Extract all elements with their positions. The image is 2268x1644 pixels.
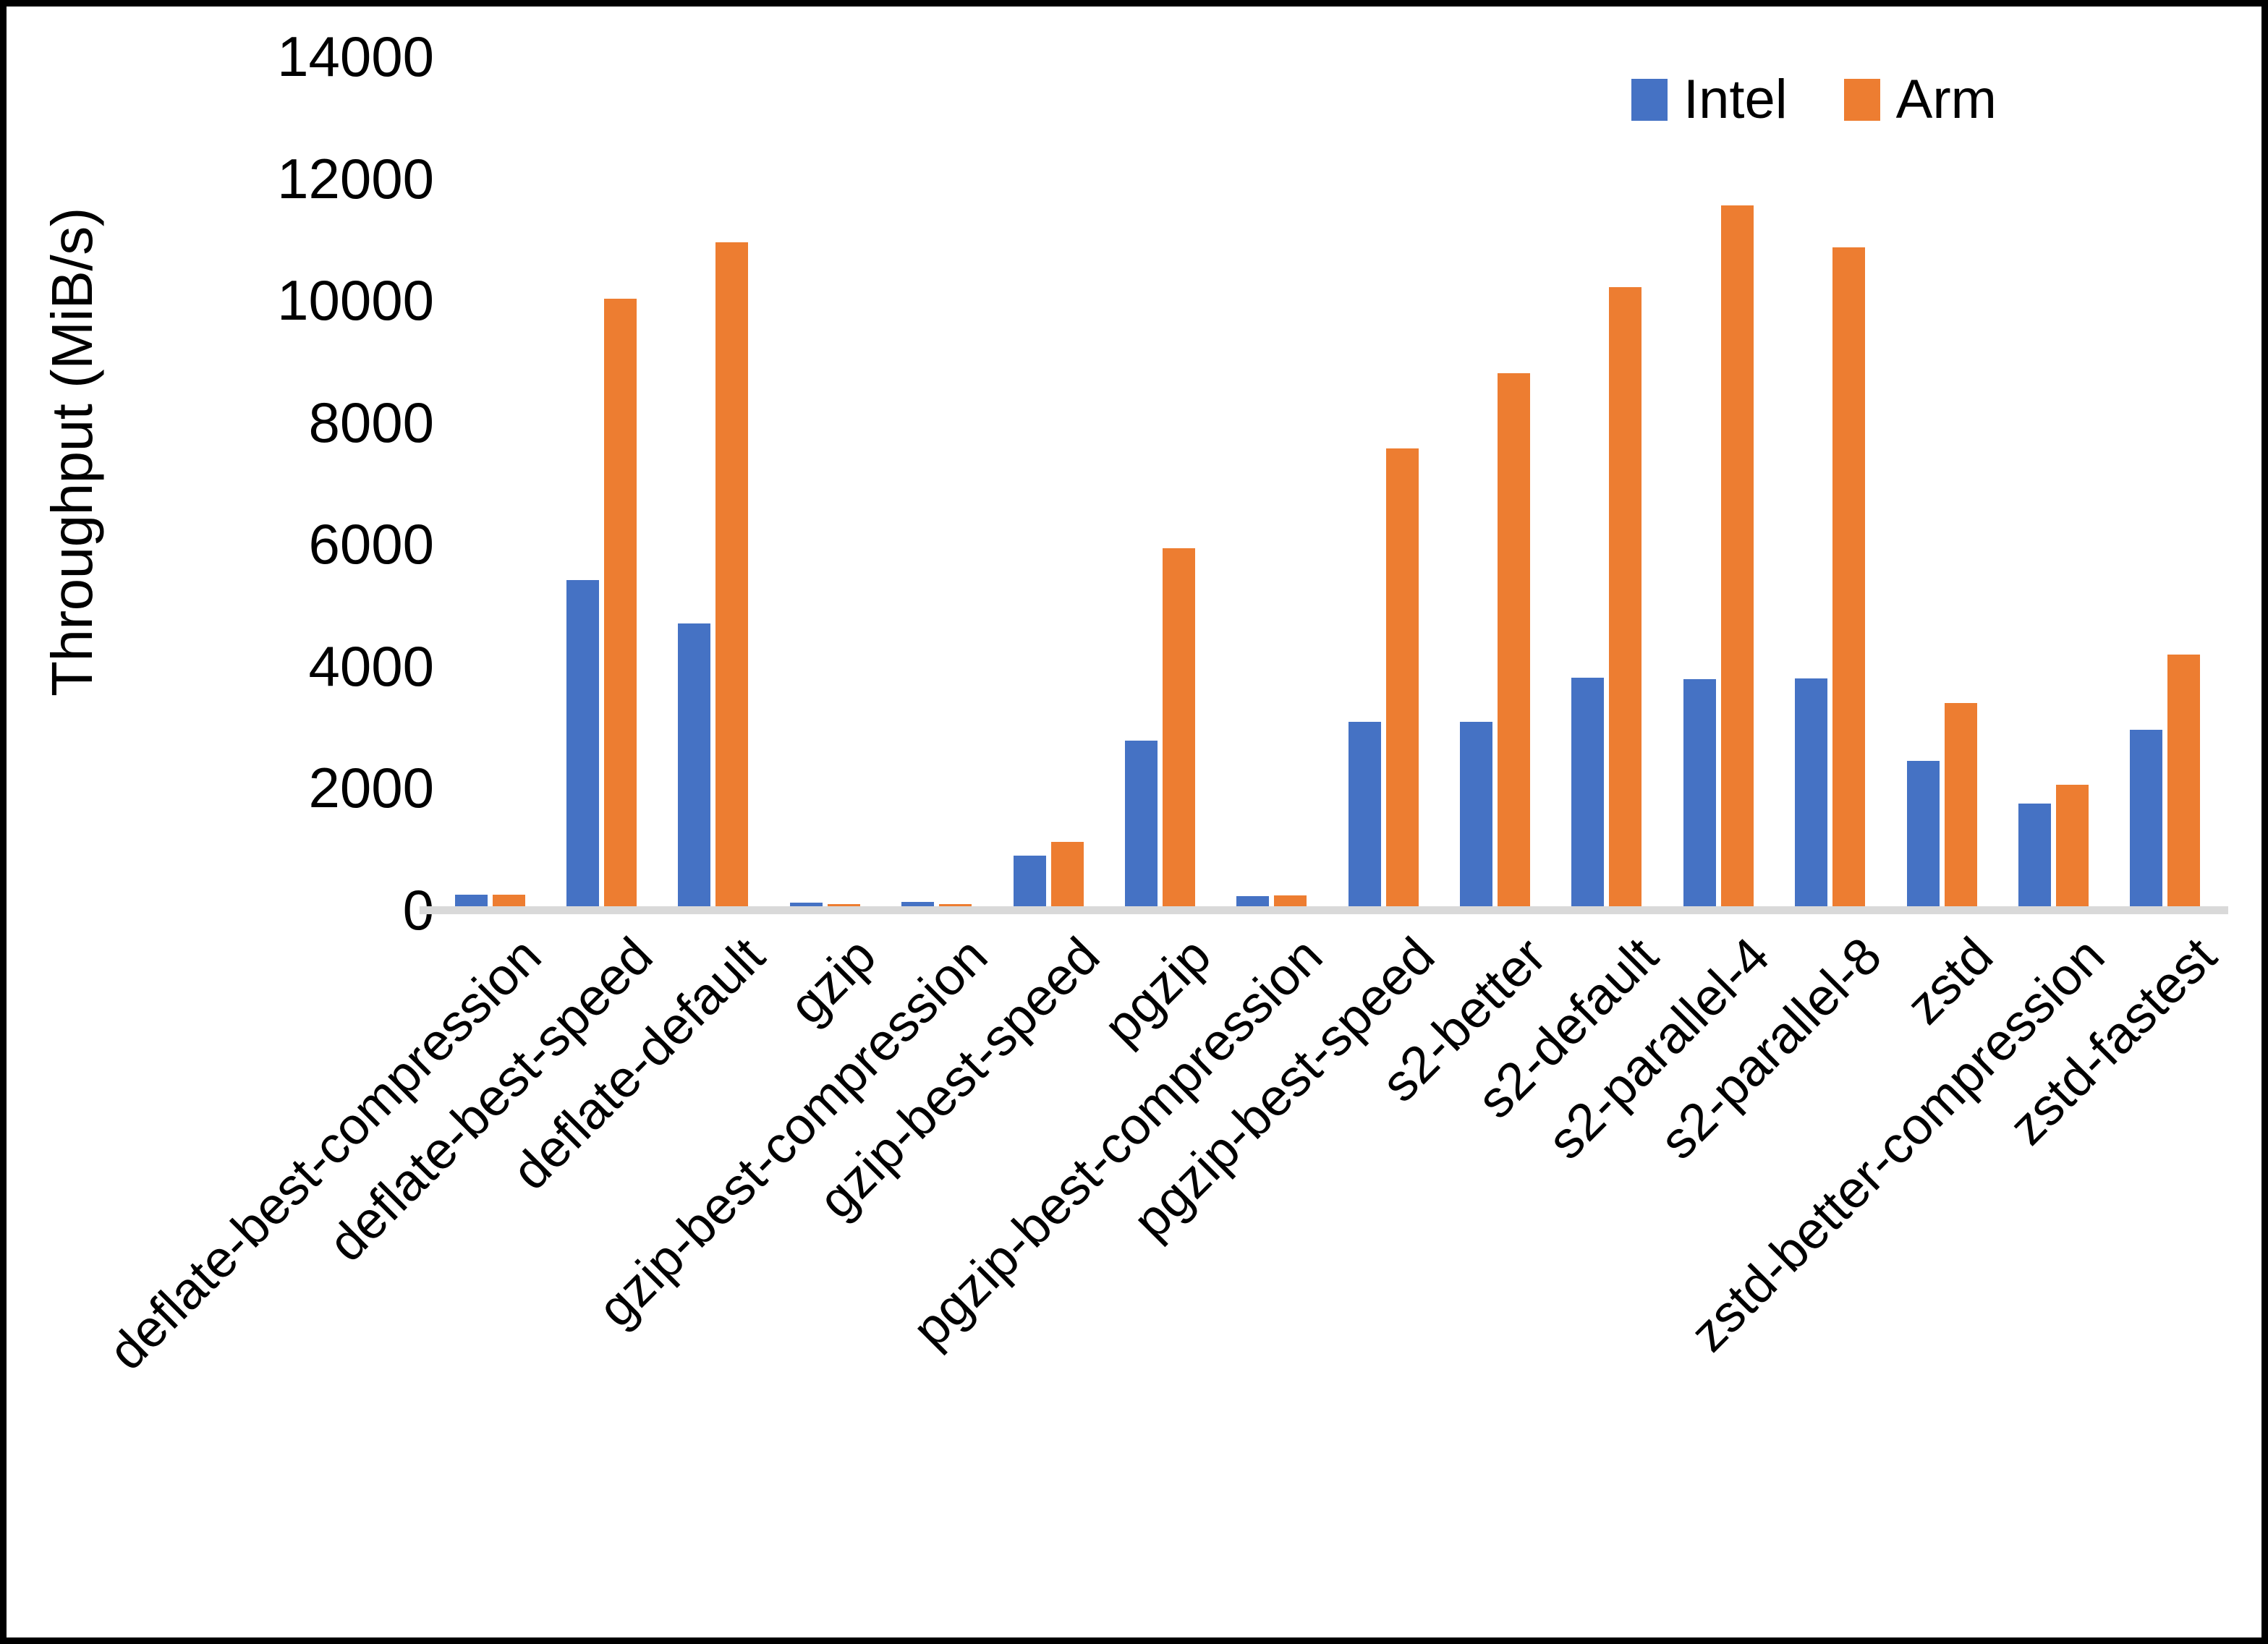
bar-arm[interactable] [2055, 785, 2089, 910]
bar-group [1886, 56, 1997, 910]
bar-group [993, 56, 1104, 910]
bar-group [1328, 56, 1439, 910]
bar-groups [434, 56, 2221, 910]
frame-border-right [2261, 0, 2268, 1644]
bar-arm[interactable] [1832, 247, 1866, 910]
legend-swatch-arm-icon [1843, 79, 1880, 121]
bar-group [1439, 56, 1550, 910]
axis-baseline [420, 906, 2228, 914]
y-axis-tick-labels: 14000 12000 10000 8000 6000 4000 2000 0 [145, 0, 434, 1013]
bar-intel[interactable] [1571, 677, 1605, 910]
y-tick-label: 10000 [277, 268, 434, 333]
y-tick-label: 2000 [308, 756, 434, 820]
bar-arm[interactable] [604, 298, 637, 910]
bar-group [2110, 56, 2221, 910]
bar-intel[interactable] [789, 902, 823, 910]
bar-intel[interactable] [454, 894, 488, 910]
bar-arm[interactable] [1162, 548, 1195, 910]
bar-intel[interactable] [1906, 760, 1940, 910]
bar-group [1775, 56, 1886, 910]
bar-arm[interactable] [1050, 841, 1084, 910]
legend-swatch-intel-icon [1631, 79, 1668, 121]
bar-group [881, 56, 993, 910]
chart-legend: Intel Arm [1631, 72, 1997, 127]
legend-item-intel: Intel [1631, 72, 1788, 127]
y-tick-label: 8000 [308, 390, 434, 454]
plot-area [420, 56, 2228, 914]
bar-arm[interactable] [1274, 895, 1307, 910]
bar-intel[interactable] [2018, 804, 2051, 910]
bar-group [658, 56, 769, 910]
bar-arm[interactable] [1944, 703, 1977, 910]
legend-label-intel: Intel [1683, 69, 1788, 130]
bar-arm[interactable] [492, 894, 525, 910]
bar-intel[interactable] [678, 623, 711, 910]
bar-intel[interactable] [901, 902, 935, 910]
bar-intel[interactable] [1683, 678, 1716, 910]
bar-arm[interactable] [1498, 373, 1531, 910]
bar-arm[interactable] [1720, 205, 1754, 910]
legend-item-arm: Arm [1843, 69, 1997, 130]
bar-intel[interactable] [1460, 721, 1493, 910]
frame-border-top [0, 0, 2268, 7]
x-axis-tick-labels: deflate-best-compression deflate-best-spe… [98, 922, 2227, 1381]
frame-border-left [0, 0, 7, 1644]
bar-group [1662, 56, 1774, 910]
bar-arm[interactable] [715, 242, 749, 910]
y-tick-label: 4000 [308, 634, 434, 698]
y-tick-label: 0 [402, 878, 434, 942]
bar-group [434, 56, 545, 910]
bar-arm[interactable] [1385, 448, 1419, 910]
bar-intel[interactable] [1013, 856, 1046, 910]
bar-arm[interactable] [1609, 287, 1642, 910]
bar-group [545, 56, 657, 910]
bar-intel[interactable] [1348, 721, 1381, 910]
y-tick-label: 6000 [308, 512, 434, 576]
y-tick-label: 12000 [277, 146, 434, 210]
bar-intel[interactable] [1795, 678, 1828, 910]
bar-intel[interactable] [1124, 740, 1158, 910]
y-axis-title: Throughput (MiB/s) [39, 208, 104, 697]
bar-group [1104, 56, 1215, 910]
bar-intel[interactable] [566, 580, 600, 910]
frame-border-bottom [0, 1637, 2268, 1644]
bar-group [1551, 56, 1662, 910]
legend-label-arm: Arm [1895, 69, 1997, 130]
bar-intel[interactable] [2130, 729, 2163, 910]
bar-group [769, 56, 880, 910]
bar-arm[interactable] [2167, 654, 2201, 910]
bar-group [1997, 56, 2109, 910]
y-tick-label: 14000 [277, 25, 434, 88]
bar-group [1216, 56, 1328, 910]
